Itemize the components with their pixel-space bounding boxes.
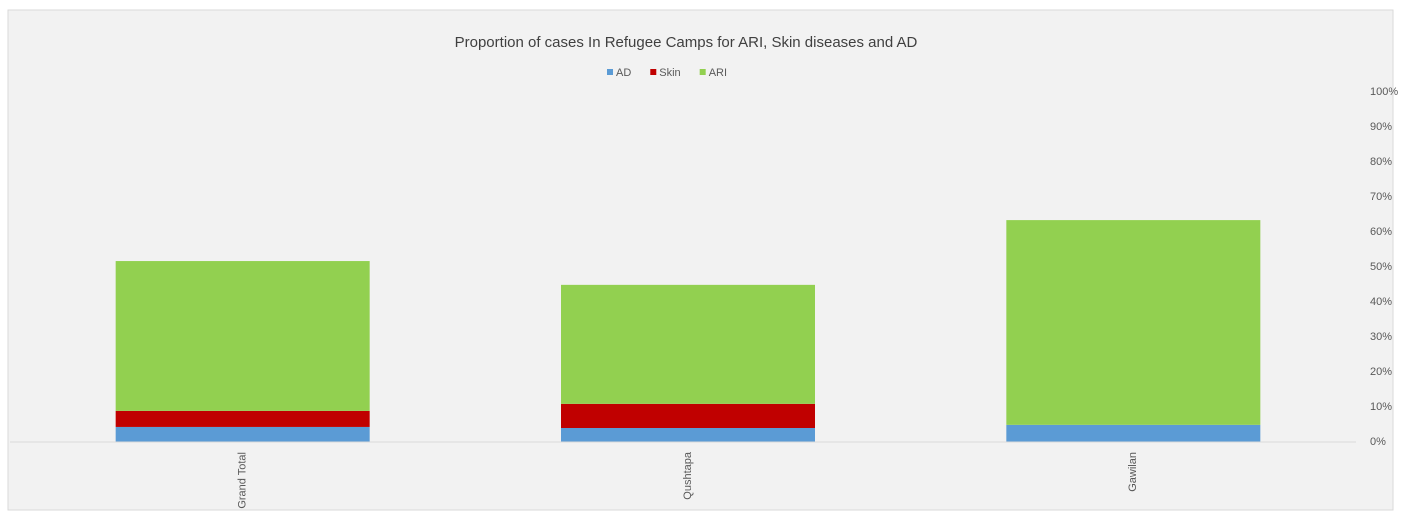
y-tick-label: 10% [1370,401,1392,413]
x-tick-label: Qushtapa [682,451,694,500]
chart-title: Proportion of cases In Refugee Camps for… [455,34,918,51]
y-tick-label: 70% [1370,191,1392,203]
y-tick-label: 0% [1370,436,1386,448]
y-tick-label: 50% [1370,261,1392,273]
legend-swatch [650,69,657,75]
legend-label: Skin [659,67,680,79]
y-tick-label: 90% [1370,121,1392,133]
y-tick-label: 60% [1370,226,1392,238]
legend-swatch [699,69,706,75]
y-tick-label: 20% [1370,366,1392,378]
legend-swatch [607,69,613,75]
y-tick-label: 100% [1370,86,1398,98]
bar-segment [561,403,815,428]
bar-segment [115,261,370,411]
bar-segment [1006,424,1261,442]
x-tick-label: Gawilan [1127,452,1139,492]
x-tick-label: Grand Total [237,452,249,509]
y-tick-label: 40% [1370,296,1392,308]
legend-label: AD [616,67,631,79]
y-tick-label: 30% [1370,331,1392,343]
legend-label: ARI [709,67,727,79]
bar-segment [115,426,370,442]
y-tick-label: 80% [1370,156,1392,168]
bar-segment [561,428,815,442]
bar-segment [561,284,815,404]
bar-segment [115,410,370,427]
bar-segment [1006,220,1261,425]
